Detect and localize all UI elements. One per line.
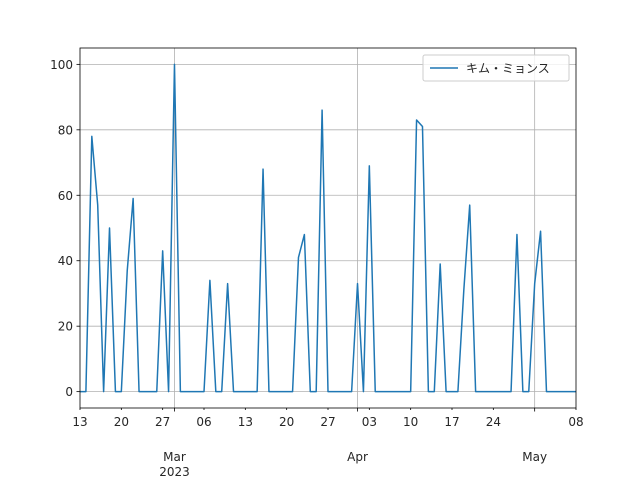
x-tick-label: 27	[155, 415, 170, 429]
x-tick-label: 13	[238, 415, 253, 429]
legend-box	[422, 54, 570, 82]
x-tick-label: 06	[196, 415, 211, 429]
y-tick-label: 60	[58, 189, 73, 203]
y-tick-label: 100	[50, 58, 73, 72]
x-tick-label: 20	[279, 415, 294, 429]
x-tick-label: 27	[320, 415, 335, 429]
x-tick-label: 24	[486, 415, 501, 429]
series-line	[80, 63, 576, 393]
series-layer	[80, 63, 576, 393]
x-tick-sublabel: 2023	[159, 465, 190, 479]
x-tick-label: Apr	[347, 450, 368, 464]
legend-label: キム・ミョンス	[466, 62, 550, 76]
x-tick-label: May	[522, 450, 547, 464]
legend: キム・ミョンス	[422, 54, 570, 82]
x-tick-label: 13	[72, 415, 87, 429]
x-tick-label: 17	[444, 415, 459, 429]
y-tick-label: 80	[58, 123, 73, 137]
y-tick-label: 0	[65, 385, 73, 399]
x-tick-label: Mar	[163, 450, 186, 464]
x-tick-label: 10	[403, 415, 418, 429]
y-tick-label: 20	[58, 320, 73, 334]
x-tick-label: 08	[568, 415, 583, 429]
y-axis: 0 20 40 60 80 100	[50, 58, 80, 399]
x-tick-label: 03	[362, 415, 377, 429]
y-tick-label: 40	[58, 254, 73, 268]
x-tick-label: 20	[114, 415, 129, 429]
